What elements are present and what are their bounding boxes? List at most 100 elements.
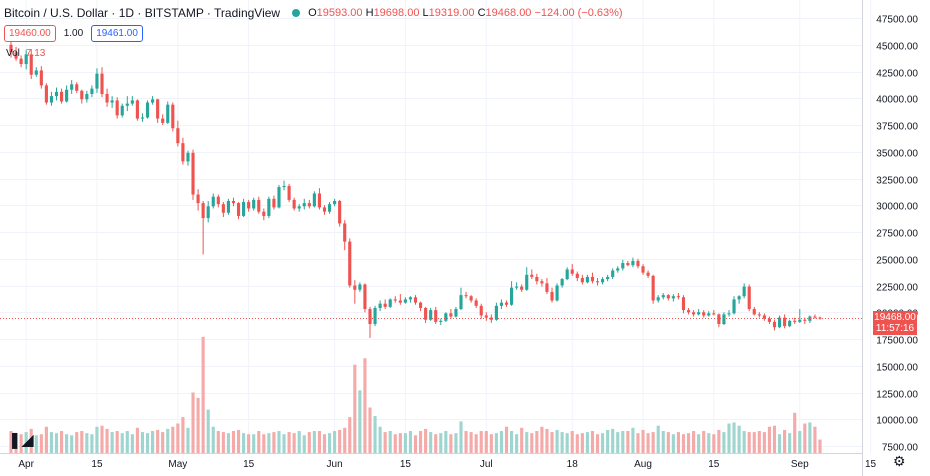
volume-bar (712, 434, 716, 453)
y-tick-label: 42500.00 (876, 69, 918, 80)
candle (272, 195, 276, 210)
volume-bar (550, 432, 554, 453)
candle (656, 295, 660, 303)
candle-body (110, 100, 114, 103)
candle (75, 82, 79, 93)
candle (666, 294, 670, 301)
volume-bar (737, 425, 741, 453)
candle (464, 291, 468, 299)
volume-bar (135, 427, 139, 453)
symbol-title[interactable]: Bitcoin / U.S. Dollar · 1D · BITSTAMP · … (4, 6, 281, 20)
volume-bar (247, 434, 251, 453)
volume-bar (479, 431, 483, 453)
candle (29, 49, 33, 79)
volume-bar (59, 431, 64, 453)
candle (403, 297, 407, 304)
volume-bar (515, 434, 519, 453)
candle (550, 287, 554, 303)
candle (262, 208, 266, 221)
candle-body (171, 104, 175, 129)
candle-body (555, 285, 559, 301)
volume-bar (661, 431, 665, 453)
volume-bar (777, 434, 782, 453)
tradingview-logo-icon[interactable]: ❚◢ (8, 430, 34, 449)
candlestick-series (9, 39, 822, 338)
volume-bar (681, 434, 686, 453)
x-tick-label: 15 (400, 459, 412, 470)
sell-price-button[interactable]: 19460.00 (4, 25, 56, 42)
candle-body (373, 307, 377, 325)
candle (434, 306, 438, 325)
volume-bar (34, 435, 38, 453)
candle (611, 268, 615, 280)
volume-bar (666, 432, 670, 453)
buy-price-button[interactable]: 19461.00 (91, 25, 143, 42)
volume-bar (631, 427, 635, 453)
x-tick-label: 15 (865, 459, 877, 470)
volume-bar (722, 432, 726, 453)
candle (171, 102, 175, 132)
candle-body (353, 285, 357, 290)
candle-body (798, 319, 802, 322)
candle (378, 300, 382, 312)
volume-bar (110, 432, 114, 453)
market-status-icon[interactable] (292, 9, 301, 17)
candle (636, 258, 640, 269)
volume-bar (418, 431, 423, 453)
volume-legend[interactable]: Vol 7.13 (6, 48, 45, 59)
volume-bar (413, 435, 418, 453)
volume-bar (611, 428, 615, 453)
time-axis[interactable]: Apr15May15Jun15Jul18Aug15Sep15Oct (18, 459, 930, 470)
candle-body (226, 200, 230, 213)
volume-bar (555, 429, 559, 453)
volume-bar (206, 409, 210, 453)
candle (9, 39, 13, 58)
volume-bar (221, 432, 225, 453)
candle-body (626, 263, 630, 266)
candle-body (752, 309, 756, 315)
volume-bar (656, 425, 660, 453)
candle (808, 315, 812, 323)
x-tick-label: 15 (243, 459, 255, 470)
candle-body (444, 313, 448, 321)
candle-body (525, 274, 529, 290)
volume-bar (277, 431, 281, 453)
volume-bar (322, 434, 327, 453)
volume-bar (752, 432, 756, 453)
gear-icon[interactable]: ⚙ (893, 453, 906, 469)
volume-bar (651, 432, 655, 453)
candle-body (717, 314, 721, 325)
ohlc-values: O19593.00 H19698.00 L19319.00 C19468.00 … (308, 7, 622, 19)
candle (702, 310, 706, 318)
volume-bar (312, 431, 316, 453)
price-axis[interactable]: 7500.00 10000.00 12500.00 15000.00 17500.00 2… (876, 15, 918, 454)
volume-bar (717, 429, 721, 453)
candle (186, 150, 190, 166)
candle (115, 97, 119, 119)
candle-body (732, 299, 736, 314)
candle (631, 257, 635, 268)
volume-bar (697, 434, 701, 453)
candle (338, 199, 342, 227)
candle (621, 259, 625, 271)
volume-bar (338, 429, 342, 453)
candle (783, 314, 787, 329)
volume-bar (353, 364, 357, 453)
volume-bar (484, 431, 488, 453)
candle-body (135, 100, 139, 119)
volume-bar (333, 431, 337, 453)
candle-body (499, 302, 504, 306)
candle-body (120, 105, 124, 116)
candle (398, 294, 402, 305)
candle-body (646, 272, 650, 276)
candle-body (747, 286, 751, 310)
volume-bar (767, 426, 772, 453)
candle (383, 299, 387, 310)
candle-body (777, 317, 782, 328)
x-tick-label: Aug (634, 459, 652, 470)
candle-body (585, 276, 589, 283)
candle-body (65, 89, 69, 102)
volume-bar (449, 434, 453, 453)
candle-body (601, 279, 605, 283)
